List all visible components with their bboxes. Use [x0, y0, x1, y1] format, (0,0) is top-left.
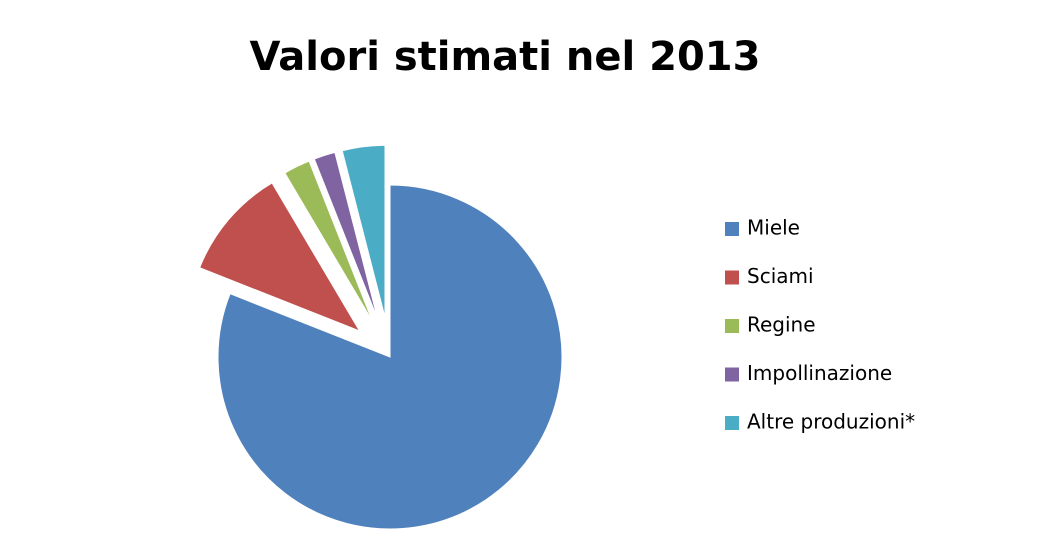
pie-slice: [341, 144, 386, 318]
pie-slice: [199, 182, 361, 333]
legend-label: Regine: [747, 313, 816, 337]
legend-swatch: [725, 222, 739, 236]
legend-swatch: [725, 367, 739, 382]
legend-swatch: [725, 319, 739, 333]
legend-swatch: [725, 270, 739, 285]
legend-label: Miele: [747, 216, 800, 240]
legend-label: Sciami: [747, 264, 814, 288]
legend-label: Altre produzioni*: [747, 410, 915, 434]
pie-slice: [284, 160, 373, 322]
pie-slice: [217, 184, 563, 530]
chart-title: Valori stimati nel 2013: [250, 34, 761, 80]
pie-slice: [313, 151, 379, 320]
legend-swatch: [725, 416, 739, 430]
legend-label: Impollinazione: [747, 361, 892, 385]
